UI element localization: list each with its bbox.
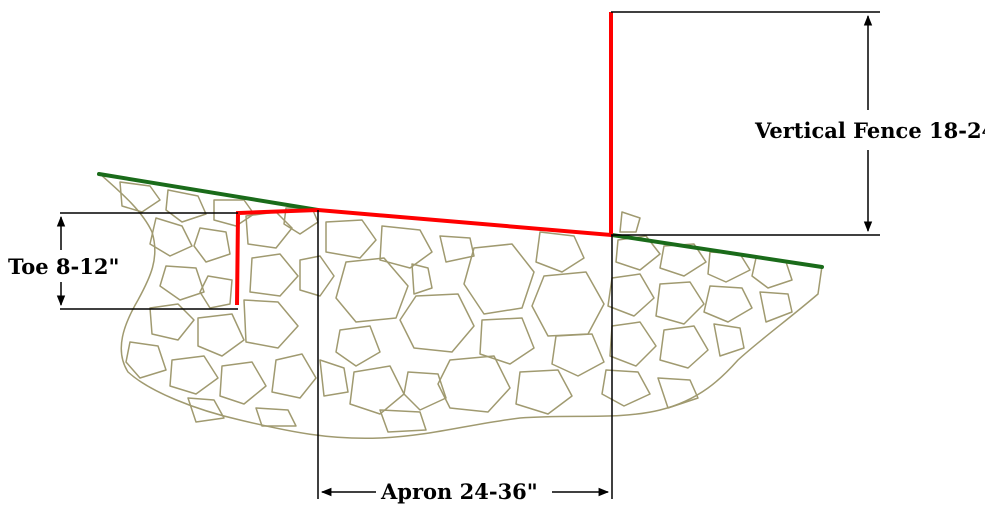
rock-fill-group — [119, 181, 793, 433]
silt-fence-line — [235, 12, 613, 306]
ground-line-right — [610, 233, 824, 269]
ground-line-left — [97, 172, 320, 212]
vertical-fence-dimension — [611, 11, 880, 236]
apron-dimension — [317, 210, 613, 499]
vertical-fence-label: Vertical Fence 18-24" — [754, 118, 985, 143]
apron-label: Apron 24-36" — [380, 479, 538, 504]
toe-dimension — [56, 212, 238, 310]
toe-label: Toe 8-12" — [8, 254, 119, 279]
rock-mass-outline — [99, 173, 823, 440]
